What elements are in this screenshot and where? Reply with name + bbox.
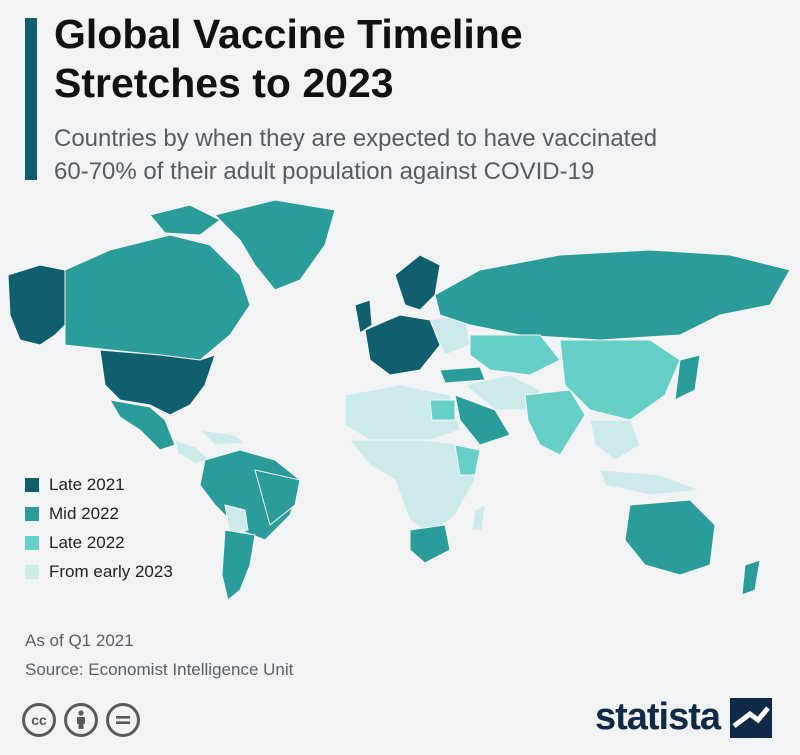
world-map [7,199,791,601]
region-bolivia [224,504,249,534]
region-australia [624,499,716,576]
legend-swatch [25,506,39,521]
region-madagascar [471,504,486,531]
region-central-asia [469,334,561,376]
region-china [559,339,681,421]
region-brazil-east [254,469,301,526]
region-usa [99,349,216,416]
legend-item-late-2022: Late 2022 [25,528,173,557]
legend-item-late-2021: Late 2021 [25,470,173,499]
region-greenland [214,199,336,291]
page-title: Global Vaccine Timeline Stretches to 202… [54,10,774,108]
statista-mark-icon [730,697,772,738]
region-india [524,389,586,456]
region-egypt [429,399,456,421]
region-scandinavia [394,254,441,311]
legend-swatch [25,564,39,579]
region-caribbean [198,429,247,446]
subtitle-line-2: 60-70% of their adult population against… [54,158,595,185]
subtitle-line-1: Countries by when they are expected to h… [54,125,658,152]
no-derivatives-icon[interactable] [106,703,140,737]
title-line-1: Global Vaccine Timeline [54,11,523,57]
subtitle: Countries by when they are expected to h… [54,122,774,188]
region-arctic-islands [149,204,221,236]
brand-name: statista [594,696,721,738]
legend-item-mid-2022: Mid 2022 [25,499,173,528]
cc-icon[interactable]: cc [22,703,56,737]
legend: Late 2021 Mid 2022 Late 2022 From early … [25,470,173,586]
region-central-america [174,439,212,464]
region-arabia [454,394,511,446]
region-turkey [439,366,486,384]
region-argentina-chile [221,529,256,601]
region-new-zealand [741,559,761,596]
legend-swatch [25,535,39,550]
legend-label: Mid 2022 [49,503,119,523]
region-japan [674,354,701,401]
legend-swatch [25,477,39,492]
legend-item-early-2023: From early 2023 [25,557,173,586]
legend-label: Late 2021 [49,474,125,494]
title-accent-bar [25,18,37,180]
legend-label: Late 2022 [49,532,125,552]
as-of-note: As of Q1 2021 [25,631,134,650]
region-western-europe [364,314,441,376]
region-southeast-asia [589,419,641,461]
region-indonesia [599,469,701,496]
statista-logo[interactable]: statista [595,696,772,739]
source-note: Source: Economist Intelligence Unit [25,660,294,679]
region-uk [354,299,373,334]
region-alaska [7,264,66,346]
region-russia [434,249,791,341]
region-canada [64,234,251,361]
legend-label: From early 2023 [49,561,173,581]
title-line-2: Stretches to 2023 [54,60,394,106]
region-mexico [109,399,176,451]
region-north-africa [344,384,461,441]
region-southern-africa [409,524,451,564]
attribution-icon[interactable] [64,703,98,737]
license-icons: cc [22,703,140,737]
region-east-africa [454,444,481,476]
footnotes: As of Q1 2021 Source: Economist Intellig… [25,626,293,684]
